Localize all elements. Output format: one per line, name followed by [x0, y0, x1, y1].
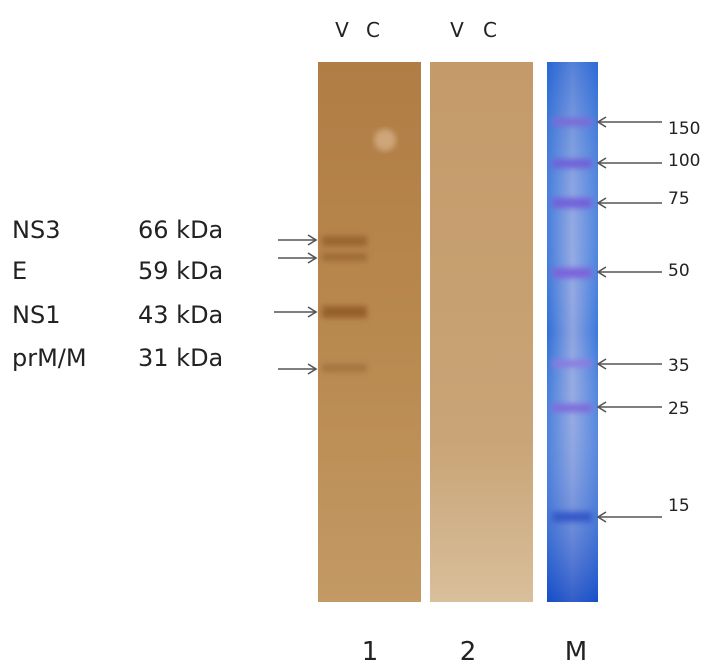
strip-2	[430, 62, 533, 602]
band	[552, 360, 592, 367]
lane-header: V	[450, 18, 464, 42]
protein-size: 59 kDa	[138, 257, 223, 285]
protein-size: 31 kDa	[138, 344, 223, 372]
band	[322, 236, 367, 246]
marker-label: 100	[668, 151, 700, 171]
left-arrows	[274, 235, 316, 374]
protein-name: NS3	[12, 216, 60, 244]
protein-name: prM/M	[12, 344, 87, 372]
lane-header: C	[366, 18, 380, 42]
band	[322, 306, 367, 318]
band	[552, 118, 592, 126]
marker-label: 50	[668, 261, 690, 281]
band	[552, 159, 592, 168]
strip-label: 1	[362, 637, 379, 666]
band	[552, 198, 592, 208]
marker-arrows: 150 100 75 50 35 25 15	[598, 117, 700, 522]
marker-label: 25	[668, 399, 690, 419]
band	[552, 404, 592, 412]
marker-label: 15	[668, 496, 690, 516]
strip-1	[318, 62, 421, 602]
protein-name: NS1	[12, 301, 60, 329]
strip-label: 2	[460, 637, 477, 666]
lane-header: C	[483, 18, 497, 42]
protein-name: E	[12, 257, 27, 285]
band	[322, 253, 367, 261]
band	[322, 364, 367, 372]
protein-size: 66 kDa	[138, 216, 223, 244]
lane-header: V	[335, 18, 349, 42]
protein-size: 43 kDa	[138, 301, 223, 329]
band	[552, 512, 592, 522]
blot-figure: V C V C NS3 66 kDa E 59 kDa NS1 43 kDa p…	[0, 0, 713, 666]
strip-label: M	[565, 637, 587, 666]
band	[552, 268, 592, 278]
marker-label: 75	[668, 189, 690, 209]
marker-label: 150	[668, 119, 700, 139]
marker-label: 35	[668, 356, 690, 376]
spot	[374, 129, 396, 151]
